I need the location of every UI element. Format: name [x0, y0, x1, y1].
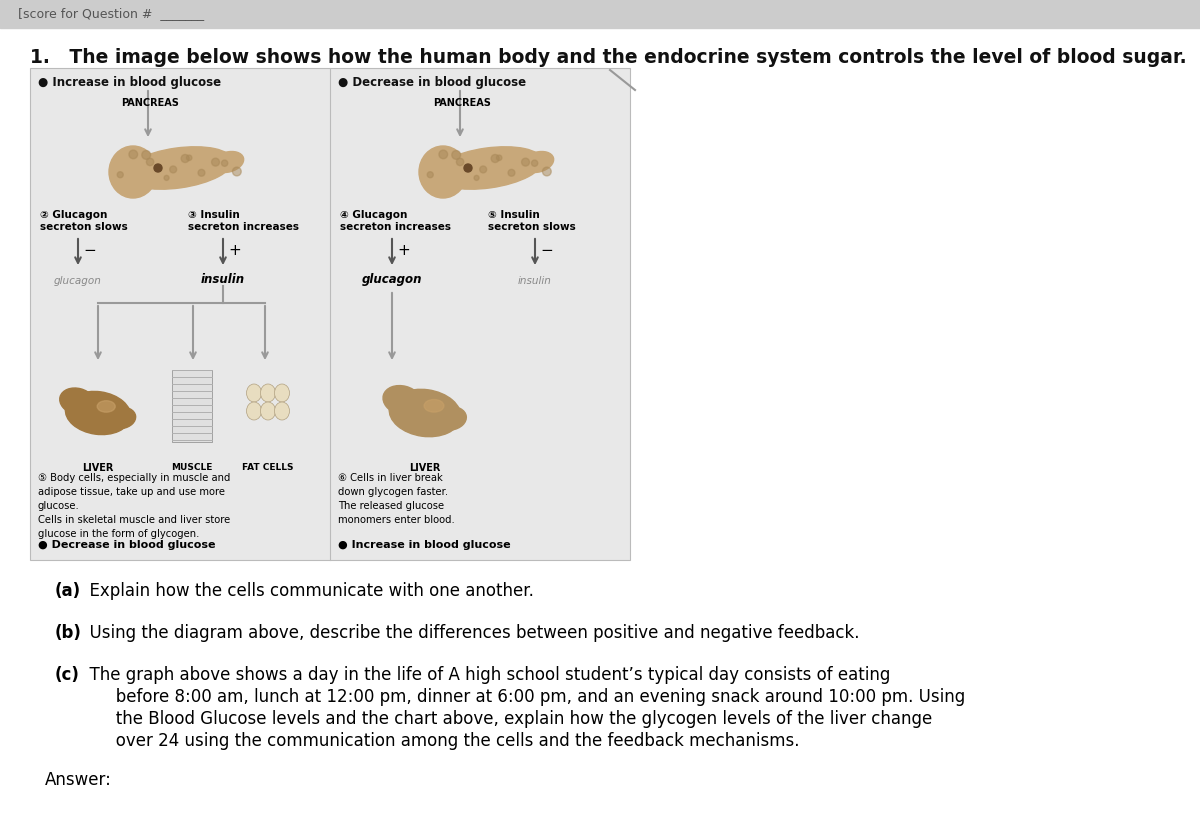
Ellipse shape [124, 147, 233, 189]
Ellipse shape [464, 164, 472, 172]
Ellipse shape [474, 175, 479, 180]
Ellipse shape [260, 384, 276, 402]
Ellipse shape [186, 155, 192, 160]
Text: insulin: insulin [518, 276, 552, 286]
Ellipse shape [212, 152, 244, 173]
Ellipse shape [107, 408, 136, 428]
Text: ② Glucagon
secreton slows: ② Glucagon secreton slows [40, 210, 127, 232]
Ellipse shape [109, 146, 157, 198]
Ellipse shape [419, 146, 467, 198]
Ellipse shape [246, 384, 262, 402]
Ellipse shape [389, 389, 461, 437]
Text: glucagon: glucagon [361, 273, 422, 286]
Text: [score for Question #  _______: [score for Question # _______ [18, 7, 204, 21]
Text: Using the diagram above, describe the differences between positive and negative : Using the diagram above, describe the di… [79, 624, 859, 642]
Text: down glycogen faster.: down glycogen faster. [338, 487, 448, 497]
Ellipse shape [383, 386, 422, 415]
Ellipse shape [497, 155, 502, 160]
Ellipse shape [181, 154, 190, 163]
Text: over 24 using the communication among the cells and the feedback mechanisms.: over 24 using the communication among th… [79, 732, 799, 750]
Ellipse shape [246, 402, 262, 420]
Ellipse shape [427, 172, 433, 178]
Ellipse shape [424, 399, 444, 413]
Ellipse shape [451, 150, 461, 159]
Ellipse shape [198, 169, 205, 176]
Text: glucose in the form of glycogen.: glucose in the form of glycogen. [38, 529, 199, 539]
Text: ⑤ Insulin
secreton slows: ⑤ Insulin secreton slows [488, 210, 576, 232]
Text: Cells in skeletal muscle and liver store: Cells in skeletal muscle and liver store [38, 515, 230, 525]
Text: ⑥ Cells in liver break: ⑥ Cells in liver break [338, 473, 443, 483]
Ellipse shape [522, 159, 529, 166]
Text: ③ Insulin
secreton increases: ③ Insulin secreton increases [188, 210, 299, 232]
Ellipse shape [222, 160, 228, 166]
Ellipse shape [456, 159, 464, 166]
Ellipse shape [491, 154, 499, 163]
Text: 1.   The image below shows how the human body and the endocrine system controls : 1. The image below shows how the human b… [30, 48, 1187, 67]
Text: Explain how the cells communicate with one another.: Explain how the cells communicate with o… [79, 582, 534, 600]
Ellipse shape [60, 388, 95, 415]
Text: the Blood Glucose levels and the chart above, explain how the glycogen levels of: the Blood Glucose levels and the chart a… [79, 710, 932, 728]
Text: ● Increase in blood glucose: ● Increase in blood glucose [38, 76, 221, 89]
Text: PANCREAS: PANCREAS [121, 98, 179, 108]
Ellipse shape [542, 167, 551, 176]
Ellipse shape [65, 392, 131, 435]
Ellipse shape [128, 150, 138, 159]
Ellipse shape [118, 172, 124, 178]
Ellipse shape [433, 147, 542, 189]
Text: FAT CELLS: FAT CELLS [242, 463, 294, 472]
Ellipse shape [211, 159, 220, 166]
Bar [0, 0, 1200, 28]
Ellipse shape [260, 402, 276, 420]
Text: MUSCLE: MUSCLE [172, 463, 212, 472]
Text: (c): (c) [55, 666, 80, 684]
Text: +: + [228, 242, 241, 257]
Text: insulin: insulin [200, 273, 245, 286]
Text: Answer:: Answer: [46, 771, 112, 789]
Ellipse shape [532, 160, 538, 166]
Text: LIVER: LIVER [83, 463, 114, 473]
Ellipse shape [522, 152, 553, 173]
Ellipse shape [508, 169, 515, 176]
Text: ④ Glucagon
secreton increases: ④ Glucagon secreton increases [340, 210, 451, 232]
Text: adipose tissue, take up and use more: adipose tissue, take up and use more [38, 487, 226, 497]
Text: glucagon: glucagon [54, 276, 102, 286]
Ellipse shape [233, 167, 241, 176]
Bar [30, 68, 630, 560]
Ellipse shape [146, 159, 154, 166]
Text: monomers enter blood.: monomers enter blood. [338, 515, 455, 525]
Text: −: − [540, 242, 553, 257]
Text: ⑤ Body cells, especially in muscle and: ⑤ Body cells, especially in muscle and [38, 473, 230, 483]
Text: (a): (a) [55, 582, 82, 600]
Ellipse shape [164, 175, 169, 180]
Text: The graph above shows a day in the life of A high school student’s typical day c: The graph above shows a day in the life … [79, 666, 890, 684]
Text: ● Decrease in blood glucose: ● Decrease in blood glucose [38, 540, 216, 550]
Ellipse shape [275, 402, 289, 420]
Text: +: + [397, 242, 409, 257]
Text: ● Increase in blood glucose: ● Increase in blood glucose [338, 540, 511, 550]
Text: PANCREAS: PANCREAS [433, 98, 491, 108]
Text: −: − [83, 242, 96, 257]
Ellipse shape [142, 150, 151, 159]
Ellipse shape [169, 166, 176, 173]
Ellipse shape [434, 407, 467, 430]
Text: (b): (b) [55, 624, 82, 642]
Text: ● Decrease in blood glucose: ● Decrease in blood glucose [338, 76, 526, 89]
Text: The released glucose: The released glucose [338, 501, 444, 511]
Ellipse shape [480, 166, 487, 173]
Ellipse shape [275, 384, 289, 402]
Ellipse shape [439, 150, 448, 159]
Ellipse shape [154, 164, 162, 172]
Text: before 8:00 am, lunch at 12:00 pm, dinner at 6:00 pm, and an evening snack aroun: before 8:00 am, lunch at 12:00 pm, dinne… [79, 688, 965, 706]
Text: LIVER: LIVER [409, 463, 440, 473]
Text: glucose.: glucose. [38, 501, 79, 511]
Ellipse shape [97, 401, 115, 413]
Bar [172, 370, 212, 442]
